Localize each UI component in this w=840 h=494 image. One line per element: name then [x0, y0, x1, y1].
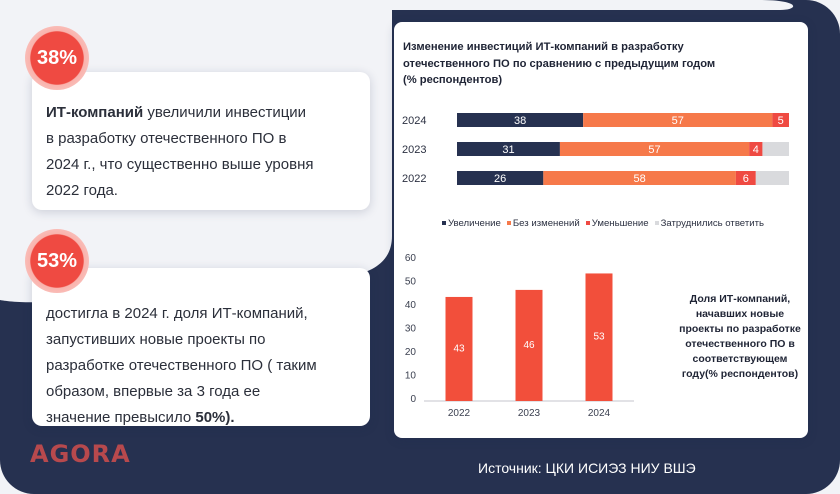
stat-text-1: ИТ-компаний увеличили инвестиции в разра…	[46, 100, 366, 204]
stat-text-2-bold: 50%).	[195, 409, 235, 426]
stat-card-2	[32, 268, 370, 426]
column-x-tick: 2022	[448, 408, 471, 419]
agora-logo: AGORA	[30, 440, 131, 468]
stacked-bar-segment	[457, 142, 560, 156]
legend-item-increase: Увеличение	[442, 218, 501, 229]
stacked-bar-value: 6	[743, 173, 749, 185]
stacked-bar-value: 5	[778, 115, 784, 127]
stacked-bar-segment	[543, 171, 736, 185]
stacked-chart-title-line-3: (% респондентов)	[403, 74, 503, 86]
legend-label-nochange: Без изменений	[512, 218, 580, 229]
stat-text-2-line-1: достигла в 2024 г. доля ИТ-компаний,	[46, 305, 308, 322]
column-y-tick: 0	[410, 394, 416, 405]
column-chart-title-line-4: отечественного ПО в	[685, 338, 795, 350]
column-chart-title-line-1: Доля ИТ-компаний,	[689, 293, 791, 305]
stat-text-1-line-2: в разработку отечественного ПО в	[46, 130, 287, 147]
legend-label-increase: Увеличение	[448, 218, 501, 229]
stacked-year-label: 2024	[402, 115, 426, 127]
column-chart-title-line-5: соответствующем	[692, 353, 788, 365]
legend-item-decrease: Уменьшение	[585, 218, 649, 229]
stacked-bar-segment	[735, 171, 756, 185]
legend-label-unsure: Затруднились ответить	[660, 218, 764, 229]
stat-text-2-line-2: запустивших новые проекты по	[46, 331, 266, 348]
stacked-bar-value: 4	[753, 144, 759, 156]
column-bar	[445, 296, 473, 401]
stacked-bar-value: 26	[494, 173, 506, 185]
column-chart-title-line-2: начавших новые	[695, 308, 785, 320]
stacked-bar-chart: 2024 38 57 5 2023 31 57 4 2022 26 58 6	[402, 113, 789, 185]
stacked-bar-value: 31	[502, 144, 514, 156]
stat-badge-2: 53%	[25, 229, 89, 293]
legend-label-decrease: Уменьшение	[591, 218, 649, 229]
stacked-bar-segment	[772, 113, 789, 127]
column-value-label: 46	[523, 340, 535, 351]
column-y-tick: 40	[405, 300, 417, 311]
stacked-bar-segment	[457, 171, 544, 185]
column-value-label: 53	[593, 332, 605, 343]
stat-card-1	[32, 72, 370, 210]
stacked-bar-value: 57	[648, 144, 660, 156]
legend-item-unsure: Затруднились ответить	[654, 218, 764, 229]
stacked-bar-segment	[762, 142, 789, 156]
stacked-bar-segment	[583, 113, 773, 127]
stat-text-1-line-4: 2022 года.	[46, 182, 118, 199]
stacked-year-label: 2023	[402, 144, 426, 156]
stacked-bar-segment	[559, 142, 750, 156]
column-y-tick: 50	[405, 277, 417, 288]
stat-text-2-line-3: разработке отечественного ПО ( таким	[46, 357, 317, 374]
column-chart-title-line-3: проекты по разработке	[679, 323, 801, 335]
column-chart: 0 10 20 30 40 50 60 43 2022 46 2023 53 2024	[405, 253, 634, 419]
column-x-tick: 2023	[518, 408, 541, 419]
stacked-year-label: 2022	[402, 173, 426, 185]
stacked-bar-value: 38	[514, 115, 526, 127]
stat-text-1-bold: ИТ-компаний	[46, 104, 144, 121]
stacked-chart-legend: Увеличение Без изменений Уменьшение Затр…	[442, 218, 764, 229]
stat-text-2-line-4: образом, впервые за 3 года ее	[46, 383, 261, 400]
stacked-chart-title-line-1: Изменение инвестиций ИТ-компаний в разра…	[403, 41, 684, 53]
stat-text-2-line-5: значение превысило	[46, 409, 196, 426]
stacked-bar-segment	[755, 171, 789, 185]
stat-text-2: достигла в 2024 г. доля ИТ-компаний, зап…	[46, 301, 366, 431]
stat-badge-1: 38%	[25, 26, 89, 90]
column-value-label: 43	[453, 343, 465, 354]
column-chart-title-line-6: году(% респондентов)	[681, 368, 799, 380]
stacked-chart-title: Изменение инвестиций ИТ-компаний в разра…	[403, 39, 763, 89]
stat-text-1-line-3: 2024 г., что существенно выше уровня	[46, 156, 314, 173]
stacked-bar-segment	[457, 113, 584, 127]
legend-item-nochange: Без изменений	[506, 218, 580, 229]
column-y-tick: 20	[405, 347, 417, 358]
source-note: Источник: ЦКИ ИСИЭЗ НИУ ВШЭ	[478, 460, 696, 476]
stacked-bar-segment	[749, 142, 763, 156]
column-bar	[515, 289, 543, 401]
column-y-tick: 60	[405, 253, 417, 264]
column-y-tick: 10	[405, 371, 417, 382]
column-y-tick: 30	[405, 324, 417, 335]
stacked-chart-title-line-2: отечественного ПО по сравнению с предыду…	[403, 57, 716, 70]
column-x-tick: 2024	[588, 408, 611, 419]
stat-text-1-line-1: увеличили инвестиции	[143, 104, 307, 121]
stacked-bar-value: 57	[672, 115, 684, 127]
column-bar	[585, 273, 613, 401]
stacked-bar-value: 58	[633, 173, 645, 185]
column-chart-title: Доля ИТ-компаний, начавших новые проекты…	[655, 292, 825, 382]
